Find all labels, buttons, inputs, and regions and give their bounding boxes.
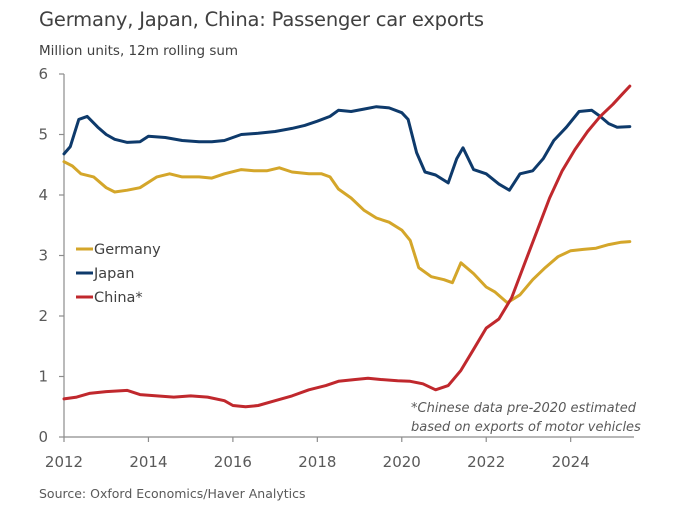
x-tick-label: 2022 bbox=[467, 453, 505, 471]
annotation-line: based on exports of motor vehicles bbox=[411, 420, 641, 435]
y-tick-label: 0 bbox=[38, 428, 48, 446]
series-line-china bbox=[62, 84, 632, 409]
y-tick-label: 3 bbox=[38, 247, 48, 265]
annotation-line: *Chinese data pre-2020 estimated bbox=[411, 401, 637, 416]
legend-label-japan: Japan bbox=[93, 266, 134, 282]
source-note: Source: Oxford Economics/Haver Analytics bbox=[39, 486, 306, 501]
series-lines bbox=[62, 84, 632, 409]
y-tick-label: 1 bbox=[38, 368, 48, 386]
y-tick-label: 4 bbox=[38, 186, 48, 204]
chart-subtitle: Million units, 12m rolling sum bbox=[39, 43, 239, 59]
x-tick-label: 2014 bbox=[129, 453, 167, 471]
x-tick-label: 2020 bbox=[383, 453, 421, 471]
x-tick-label: 2024 bbox=[552, 453, 590, 471]
annotation: *Chinese data pre-2020 estimated based on… bbox=[411, 401, 641, 435]
series-line-germany bbox=[62, 160, 632, 305]
y-tick-label: 6 bbox=[38, 65, 48, 83]
y-tick-label: 2 bbox=[38, 307, 48, 325]
x-tick-label: 2012 bbox=[45, 453, 83, 471]
series-line-japan bbox=[62, 105, 632, 192]
chart-title: Germany, Japan, China: Passenger car exp… bbox=[39, 8, 484, 31]
axes: 0 1 2 3 4 5 6 2012 2014 2016 2018 2020 2022 2024 bbox=[38, 65, 634, 471]
x-tick-label: 2018 bbox=[298, 453, 336, 471]
y-tick-label: 5 bbox=[38, 126, 48, 144]
legend: Germany Japan China* bbox=[76, 242, 161, 306]
legend-label-germany: Germany bbox=[94, 242, 161, 258]
x-tick-label: 2016 bbox=[214, 453, 252, 471]
legend-label-china: China* bbox=[94, 290, 143, 306]
